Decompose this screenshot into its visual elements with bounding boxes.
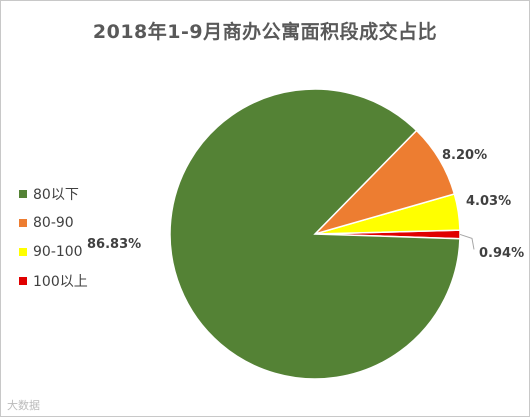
legend-label-2: 90-100 (33, 243, 83, 260)
watermark: 大数据 (7, 399, 40, 412)
leader-line-3 (459, 233, 475, 250)
legend-label-0: 80以下 (33, 186, 79, 203)
legend-label-3: 100以上 (33, 273, 88, 290)
legend-swatch-1 (19, 218, 27, 227)
legend-swatch-3 (19, 276, 27, 285)
data-label-2: 4.03% (466, 194, 511, 209)
legend: 80以下 80-90 90-100 100以上 (19, 179, 88, 295)
legend-label-1: 80-90 (33, 214, 74, 231)
pie-slice-0 (169, 88, 461, 380)
data-label-0: 86.83% (87, 237, 141, 252)
legend-item-2: 90-100 (19, 237, 88, 266)
legend-swatch-2 (19, 247, 27, 256)
data-label-1: 8.20% (442, 148, 487, 163)
legend-item-1: 80-90 (19, 208, 88, 237)
legend-swatch-0 (19, 189, 27, 198)
legend-item-0: 80以下 (19, 179, 88, 208)
legend-item-3: 100以上 (19, 266, 88, 295)
data-label-3: 0.94% (479, 246, 524, 261)
chart-title: 2018年1-9月商办公寓面积段成交占比 (92, 21, 438, 43)
